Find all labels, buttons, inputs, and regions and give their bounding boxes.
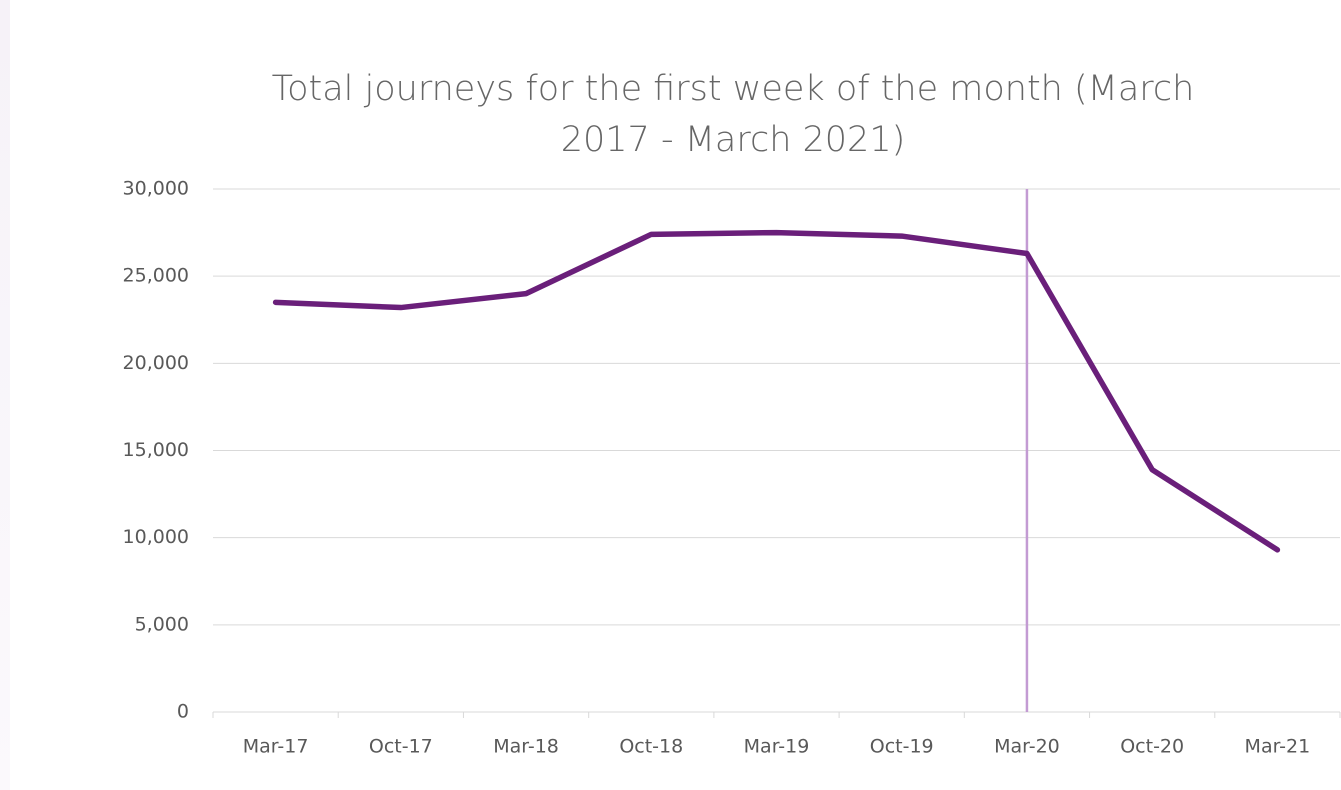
edge [0,0,10,790]
data-line [272,229,1281,553]
x-tick-label: Oct-19 [870,736,934,758]
y-tick-label: 25,000 [123,265,189,287]
x-tick-label: Oct-17 [369,736,433,758]
y-tick-label: 15,000 [123,439,189,461]
y-tick-label: 20,000 [123,352,189,374]
x-tick-label: Mar-17 [243,736,309,758]
x-tick-label: Oct-20 [1120,736,1184,758]
y-tick-label: 5,000 [135,613,189,635]
x-tick-label: Mar-18 [493,736,559,758]
x-tick-label: Mar-19 [744,736,810,758]
chart-title: Total journeys for the first week of the… [271,69,1195,160]
x-tick-label: Mar-21 [1245,736,1311,758]
y-tick-label: 10,000 [123,526,189,548]
y-tick-label: 0 [177,701,189,723]
x-tick-label: Mar-20 [994,736,1060,758]
y-tick-label: 30,000 [123,178,189,200]
x-tick-label: Oct-18 [619,736,683,758]
